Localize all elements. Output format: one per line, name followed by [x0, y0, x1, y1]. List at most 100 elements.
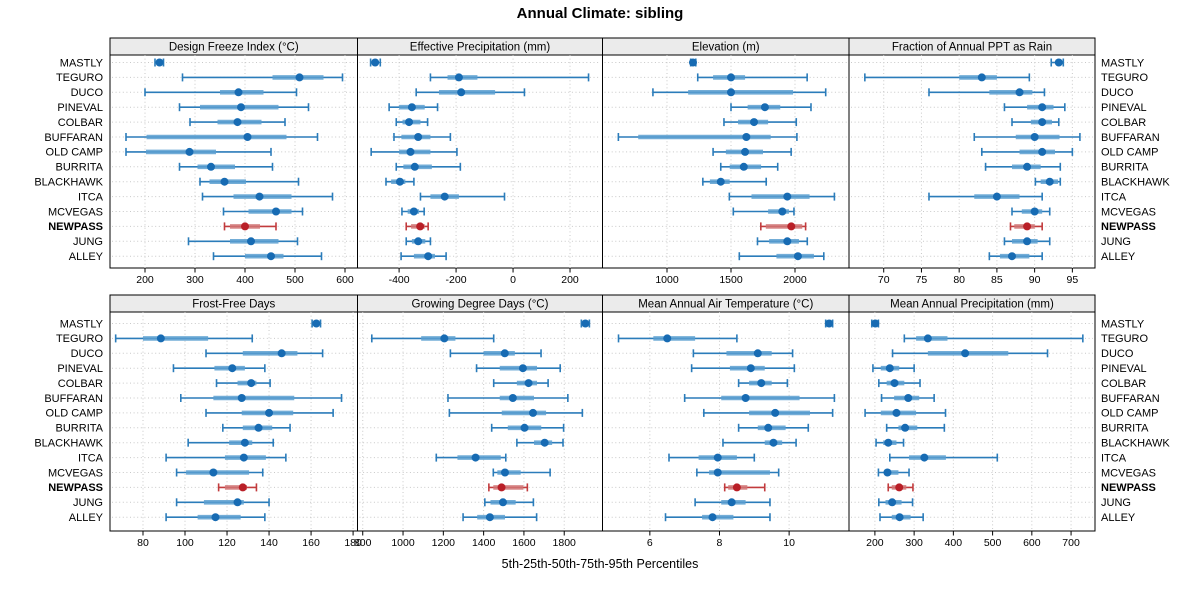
- median-dot: [1045, 177, 1054, 186]
- median-dot: [1015, 88, 1024, 97]
- site-label-left: BUFFARAN: [44, 132, 103, 144]
- site-label-left: DUCO: [71, 87, 104, 99]
- site-label-left: JUNG: [73, 497, 103, 509]
- median-dot: [895, 483, 904, 492]
- axis-tick-label: 6: [647, 537, 653, 549]
- site-label-left: COLBAR: [58, 378, 103, 390]
- panel-frame: [357, 54, 603, 269]
- site-label-left: BURRITA: [56, 162, 104, 174]
- axis-tick-label: 1000: [655, 274, 679, 286]
- site-label-left: PINEVAL: [57, 363, 103, 375]
- median-dot: [440, 334, 449, 343]
- median-dot: [977, 73, 986, 82]
- axis-tick-label: 200: [136, 274, 154, 286]
- median-dot: [920, 453, 929, 462]
- site-label-left: ITCA: [78, 452, 104, 464]
- site-label-left: JUNG: [73, 236, 103, 248]
- site-label-right: MCVEGAS: [1101, 467, 1156, 479]
- site-label-left: BURRITA: [56, 423, 104, 435]
- axis-tick-label: 500: [984, 537, 1002, 549]
- panel-frame: [109, 311, 358, 532]
- median-dot: [240, 438, 249, 447]
- median-dot: [764, 423, 773, 432]
- median-dot: [753, 349, 762, 358]
- median-dot: [485, 513, 494, 522]
- site-label-left: BLACKHAWK: [34, 438, 103, 450]
- site-label-right: BLACKHAWK: [1101, 438, 1170, 450]
- median-dot: [713, 453, 722, 462]
- median-dot: [739, 162, 748, 171]
- axis-tick-label: 8: [717, 537, 723, 549]
- median-dot: [207, 162, 215, 171]
- median-dot: [961, 349, 970, 358]
- median-dot: [528, 408, 537, 417]
- median-dot: [233, 498, 242, 507]
- axis-tick-label: 800: [354, 537, 372, 549]
- site-label-left: MASTLY: [60, 318, 104, 330]
- x-axis-label: 5th-25th-50th-75th-95th Percentiles: [501, 557, 699, 571]
- median-dot: [241, 222, 249, 231]
- axis-tick-label: 1800: [553, 537, 577, 549]
- panel-frame: [357, 311, 603, 532]
- site-label-left: NEWPASS: [48, 482, 103, 494]
- site-label-right: ITCA: [1101, 191, 1127, 203]
- site-label-right: JUNG: [1101, 236, 1131, 248]
- axis-tick-label: 80: [953, 274, 965, 286]
- axis-tick-label: 85: [991, 274, 1003, 286]
- site-label-left: OLD CAMP: [46, 408, 103, 420]
- median-dot: [247, 237, 255, 246]
- site-label-right: ITCA: [1101, 452, 1127, 464]
- median-dot: [1030, 207, 1039, 216]
- median-dot: [277, 349, 286, 358]
- median-dot: [237, 394, 246, 402]
- site-label-right: COLBAR: [1101, 378, 1146, 390]
- strip-title: Elevation (m): [692, 42, 760, 54]
- median-dot: [155, 58, 164, 67]
- axis-tick-label: 2000: [783, 274, 807, 286]
- median-dot: [497, 483, 506, 492]
- median-dot: [500, 468, 509, 477]
- axis-tick-label: 200: [561, 274, 579, 286]
- median-dot: [243, 133, 252, 141]
- axis-tick-label: 500: [286, 274, 304, 286]
- median-dot: [220, 177, 229, 186]
- median-dot: [825, 319, 834, 328]
- axis-tick-label: 400: [236, 274, 254, 286]
- median-dot: [295, 73, 304, 82]
- median-dot: [890, 379, 899, 388]
- median-dot: [233, 118, 242, 127]
- median-dot: [885, 364, 894, 373]
- median-dot: [255, 192, 264, 201]
- median-dot: [540, 438, 549, 447]
- median-dot: [1023, 222, 1032, 231]
- site-label-left: DUCO: [71, 348, 104, 360]
- axis-tick-label: 80: [137, 537, 149, 549]
- axis-tick-label: 1000: [391, 537, 415, 549]
- median-dot: [771, 408, 780, 417]
- strip-title: Frost-Free Days: [192, 299, 275, 311]
- panel-frame: [602, 311, 850, 532]
- panel-frame: [848, 311, 1096, 532]
- median-dot: [440, 192, 449, 201]
- axis-tick-label: 300: [905, 537, 923, 549]
- site-label-right: BURRITA: [1101, 162, 1149, 174]
- site-label-left: NEWPASS: [48, 221, 103, 233]
- median-dot: [234, 88, 243, 97]
- median-dot: [498, 498, 507, 507]
- median-dot: [883, 468, 892, 477]
- median-dot: [209, 468, 218, 477]
- median-dot: [688, 58, 697, 67]
- strip-title: Mean Annual Air Temperature (°C): [638, 299, 813, 311]
- site-label-right: NEWPASS: [1101, 482, 1156, 494]
- axis-tick-label: 1600: [512, 537, 536, 549]
- median-dot: [185, 147, 194, 156]
- median-dot: [746, 364, 755, 373]
- median-dot: [1023, 237, 1032, 246]
- axis-tick-label: 1500: [719, 274, 743, 286]
- axis-tick-label: 75: [916, 274, 928, 286]
- median-dot: [895, 513, 904, 522]
- axis-tick-label: 120: [218, 537, 236, 549]
- strip-title: Mean Annual Precipitation (mm): [890, 299, 1054, 311]
- median-dot: [267, 252, 275, 261]
